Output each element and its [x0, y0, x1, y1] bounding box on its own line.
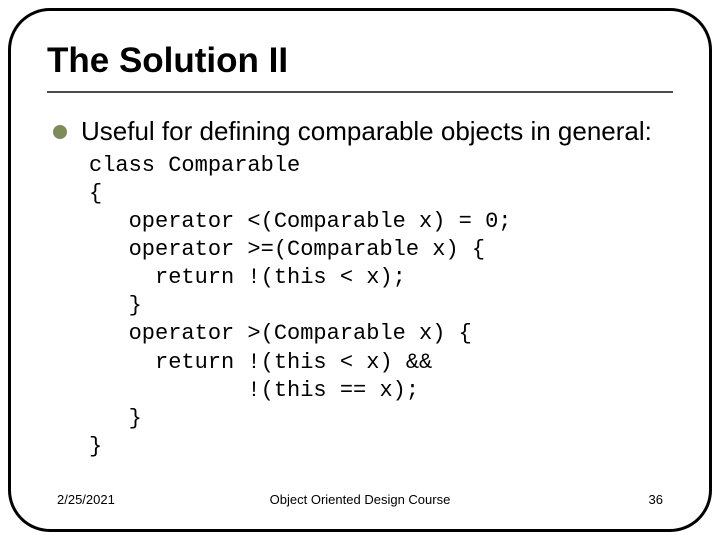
bullet-text: Useful for defining comparable objects i…: [81, 115, 652, 148]
slide-frame: The Solution II Useful for defining comp…: [8, 8, 712, 532]
bullet-dot-icon: [53, 125, 67, 139]
title-area: The Solution II: [47, 41, 673, 81]
code-block: class Comparable { operator <(Comparable…: [89, 152, 673, 462]
title-rule: [47, 91, 673, 93]
slide-title: The Solution II: [47, 41, 673, 81]
footer: 2/25/2021 Object Oriented Design Course …: [47, 492, 673, 511]
footer-page: 36: [513, 492, 663, 507]
footer-course: Object Oriented Design Course: [207, 492, 513, 507]
bullet-row: Useful for defining comparable objects i…: [53, 115, 673, 148]
footer-date: 2/25/2021: [57, 492, 207, 507]
body-block: Useful for defining comparable objects i…: [47, 115, 673, 492]
